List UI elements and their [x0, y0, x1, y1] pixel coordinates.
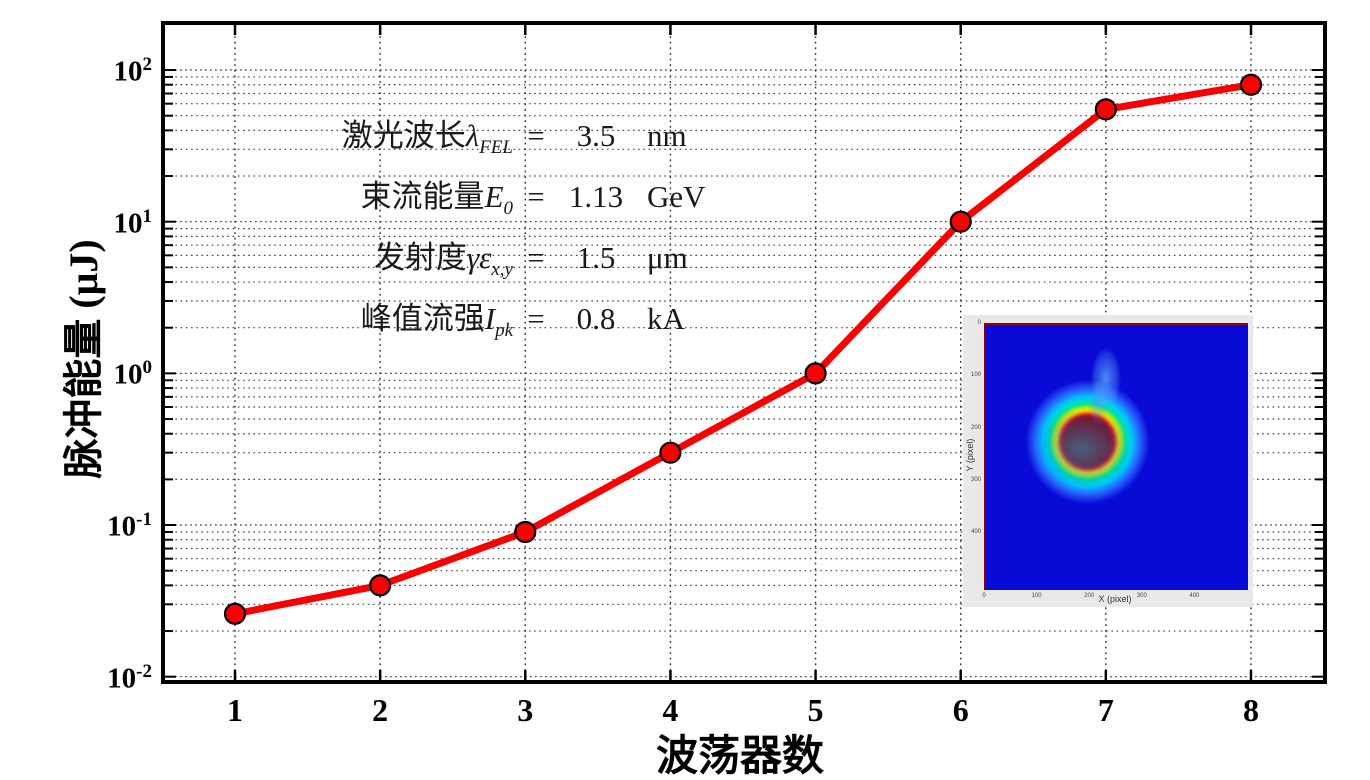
x-tick-label: 7	[1097, 692, 1114, 728]
x-tick-label: 1	[227, 692, 243, 728]
annotation-line-emittance: 发射度γεx,y = 1.5 μm	[258, 232, 747, 293]
annotation-subscript: 0	[503, 198, 514, 220]
inset-x-tick-label: 0	[982, 593, 986, 599]
annotation-subscript: x,y	[491, 259, 513, 281]
y-tick-label: 10-2	[107, 660, 152, 695]
annotation-unit: μm	[647, 240, 688, 275]
annotation-unit: nm	[647, 118, 687, 153]
inset-y-axis-title: Y (pixel)	[965, 438, 975, 472]
equals-sign: =	[527, 240, 545, 275]
x-tick-label: 8	[1242, 692, 1259, 728]
series-line	[231, 81, 1255, 618]
annotation-symbol: I	[484, 301, 496, 336]
annotation-value: 1.13	[568, 179, 624, 214]
inset-y-tick-label: 0	[977, 320, 981, 326]
inset-y-tick-label: 300	[970, 476, 981, 483]
annotation-line-beam-energy: 束流能量E0 = 1.13 GeV	[258, 171, 747, 232]
annotation-unit: kA	[647, 301, 685, 336]
annotation-symbol: γε	[466, 240, 492, 275]
data-point	[1239, 73, 1263, 96]
axis-tick-marks	[165, 25, 1323, 680]
annotation-label: 束流能量	[360, 179, 485, 214]
data-series	[223, 73, 1263, 625]
annotation-value: 0.8	[576, 301, 616, 336]
data-point	[514, 520, 537, 544]
x-tick-label: 4	[662, 692, 679, 728]
y-tick-label: 102	[113, 54, 153, 88]
parameter-annotation: 激光波长λFEL = 3.5 nm 束流能量E0 = 1.13 GeV 发射度γ…	[258, 110, 747, 354]
data-point	[369, 574, 392, 597]
data-point	[949, 210, 972, 233]
inset-x-axis-title: X (pixel)	[1098, 594, 1132, 604]
annotation-label: 发射度	[373, 240, 467, 275]
inset-x-tick-label: 200	[1084, 593, 1095, 599]
inset-x-tick-label: 100	[1031, 593, 1042, 599]
inset-y-tick-label: 100	[970, 372, 981, 379]
inset-x-tick-label: 300	[1136, 593, 1147, 599]
plot-area	[161, 21, 1327, 684]
x-tick-label: 3	[517, 692, 534, 728]
data-point	[804, 362, 827, 385]
chart-svg	[165, 25, 1323, 680]
y-tick-label: 101	[113, 205, 153, 240]
data-point	[659, 441, 682, 464]
inset-y-tick-label: 200	[970, 424, 981, 431]
y-tick-label: 10-1	[107, 509, 152, 543]
annotation-label: 峰值流强	[360, 301, 485, 336]
annotation-line-wavelength: 激光波长λFEL = 3.5 nm	[258, 110, 747, 171]
annotation-value: 1.5	[576, 240, 616, 275]
annotation-symbol: E	[484, 179, 504, 214]
x-tick-label: 6	[952, 692, 969, 728]
annotation-subscript: FEL	[479, 137, 513, 159]
x-axis-title: 波荡器数	[655, 734, 824, 780]
beam-profile-inset: Y (pixel) X (pixel) 0 100 200 300 400 0 100 20…	[963, 315, 1253, 607]
annotation-symbol: λ	[465, 118, 480, 153]
x-tick-label: 5	[807, 692, 824, 728]
annotation-line-peak-current: 峰值流强Ipk = 0.8 kA	[258, 293, 747, 354]
inset-x-tick-label: 400	[1189, 593, 1200, 599]
data-point	[223, 602, 247, 625]
equals-sign: =	[527, 301, 545, 336]
inset-y-tick-label: 400	[970, 529, 981, 536]
beam-profile-image	[984, 323, 1248, 590]
equals-sign: =	[527, 118, 545, 153]
annotation-value: 3.5	[576, 118, 616, 153]
x-tick-label: 2	[372, 692, 389, 728]
annotation-label: 激光波长	[341, 118, 466, 153]
annotation-subscript: pk	[495, 320, 513, 342]
data-point	[1094, 98, 1117, 121]
equals-sign: =	[527, 179, 545, 214]
y-tick-label: 100	[113, 357, 153, 392]
annotation-unit: GeV	[647, 179, 706, 214]
